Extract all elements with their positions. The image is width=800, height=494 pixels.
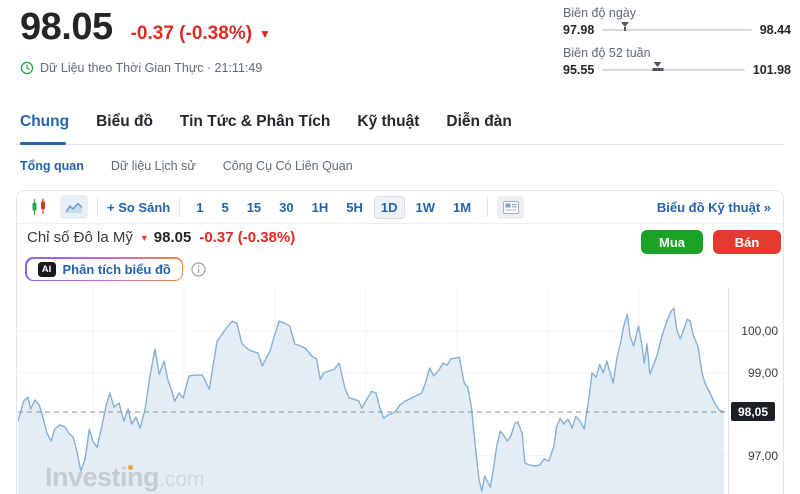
- sell-button[interactable]: Bán: [713, 230, 781, 254]
- ai-analysis-row: AI Phân tích biểu đồ: [25, 257, 206, 281]
- current-price-badge: 98,05: [731, 402, 776, 421]
- price-area-chart[interactable]: [18, 288, 729, 494]
- clock-icon: [20, 61, 34, 75]
- instrument-row: Chỉ số Đô la Mỹ ▼ 98.05 -0.37 (-0.38%): [27, 229, 295, 246]
- interval-1[interactable]: 1: [196, 199, 204, 215]
- tab-chung[interactable]: Chung: [20, 113, 70, 130]
- interval-15[interactable]: 15: [246, 199, 262, 215]
- ai-analysis-button[interactable]: AI Phân tích biểu đồ: [25, 257, 184, 281]
- y-axis-line: [728, 288, 729, 494]
- current-price: 98.05: [20, 6, 113, 48]
- day-range-label: Biên độ ngày: [563, 6, 636, 20]
- info-icon[interactable]: [191, 261, 206, 277]
- week52-range-label: Biên độ 52 tuần: [563, 46, 651, 60]
- instrument-name: Chỉ số Đô la Mỹ: [27, 229, 133, 246]
- week52-range-marker-icon: [652, 62, 664, 71]
- day-range-low: 97.98: [563, 23, 595, 37]
- interval-1w[interactable]: 1W: [415, 199, 436, 215]
- candlestick-chart-icon[interactable]: [27, 196, 51, 218]
- realtime-text: Dữ Liệu theo Thời Gian Thực · 21:11:49: [40, 61, 263, 75]
- week52-range-low: 95.55: [563, 63, 595, 77]
- subtab-du-lieu-lich-su[interactable]: Dữ liệu Lịch sử: [110, 159, 196, 173]
- price-down-arrow-icon: ▼: [259, 27, 271, 41]
- instrument-price: 98.05: [153, 229, 192, 246]
- day-range: 97.98 98.44: [563, 22, 791, 37]
- week52-range: 95.55 101.98: [563, 62, 791, 77]
- y-axis-tick-label: 97,00: [747, 449, 778, 463]
- toolbar-divider: [97, 197, 98, 217]
- realtime-status: Dữ Liệu theo Thời Gian Thực · 21:11:49: [20, 61, 262, 75]
- price-change: -0.37 (-0.38%): [130, 23, 253, 44]
- watermark-main: Investing: [45, 462, 160, 492]
- subtab-tong-quan[interactable]: Tổng quan: [20, 159, 84, 173]
- technical-chart-link[interactable]: Biểu đồ Kỹ thuật »: [656, 199, 771, 215]
- chart-region: 100,00 99,00 97,00 98,05 Investing .com: [18, 288, 784, 494]
- day-range-high: 98.44: [759, 23, 791, 37]
- price-header: 98.05 -0.37 (-0.38%) ▼: [20, 6, 271, 49]
- y-axis-tick-label: 100,00: [741, 324, 778, 338]
- tab-tin-tuc[interactable]: Tin Tức & Phân Tích: [179, 113, 331, 130]
- area-chart-icon[interactable]: [60, 195, 88, 219]
- compare-button[interactable]: + So Sánh: [107, 199, 171, 215]
- toolbar-divider: [487, 197, 489, 217]
- tabs-divider: [16, 144, 784, 145]
- tab-dien-dan[interactable]: Diễn đàn: [446, 113, 512, 130]
- tab-bieu-do[interactable]: Biểu đồ: [96, 113, 153, 130]
- ai-badge-icon: AI: [37, 261, 56, 277]
- sub-tabs: Tổng quan Dữ liệu Lịch sử Công Cụ Có Liê…: [20, 159, 353, 173]
- tab-ky-thuat[interactable]: Kỹ thuật: [357, 113, 420, 130]
- chart-panel: + So Sánh 1 5 15 30 1H 5H 1D 1W 1M: [16, 190, 784, 494]
- news-panel-icon[interactable]: [497, 195, 525, 219]
- instrument-change: -0.37 (-0.38%): [199, 229, 296, 246]
- watermark-ext: .com: [159, 468, 205, 491]
- investing-watermark: Investing .com: [45, 462, 205, 493]
- interval-1d[interactable]: 1D: [373, 195, 405, 219]
- interval-5[interactable]: 5: [221, 199, 229, 215]
- buy-button[interactable]: Mua: [641, 230, 703, 254]
- main-tabs: Chung Biểu đồ Tin Tức & Phân Tích Kỹ thu…: [20, 113, 512, 131]
- interval-5h[interactable]: 5H: [346, 199, 363, 215]
- day-range-marker-icon: [620, 22, 629, 31]
- week52-range-high: 101.98: [752, 63, 791, 77]
- instrument-down-arrow-icon: ▼: [139, 232, 149, 243]
- interval-group: 1 5 15 30 1H 5H 1D 1W 1M: [189, 195, 478, 219]
- interval-30[interactable]: 30: [279, 199, 294, 215]
- y-axis-tick-label: 99,00: [747, 366, 778, 380]
- subtab-cong-cu[interactable]: Công Cụ Có Liên Quan: [222, 159, 353, 173]
- chart-toolbar: + So Sánh 1 5 15 30 1H 5H 1D 1W 1M: [17, 191, 783, 224]
- ranges: Biên độ ngày 97.98 98.44 Biên độ 52 tuần…: [563, 6, 791, 86]
- active-tab-underline: [20, 142, 66, 145]
- week52-range-track: [602, 62, 745, 71]
- toolbar-divider: [179, 197, 181, 217]
- watermark-orange-dot: [128, 465, 133, 470]
- day-range-track: [602, 22, 752, 31]
- ai-analysis-label: Phân tích biểu đồ: [62, 261, 171, 277]
- interval-1h[interactable]: 1H: [311, 199, 329, 215]
- interval-1m[interactable]: 1M: [453, 199, 472, 215]
